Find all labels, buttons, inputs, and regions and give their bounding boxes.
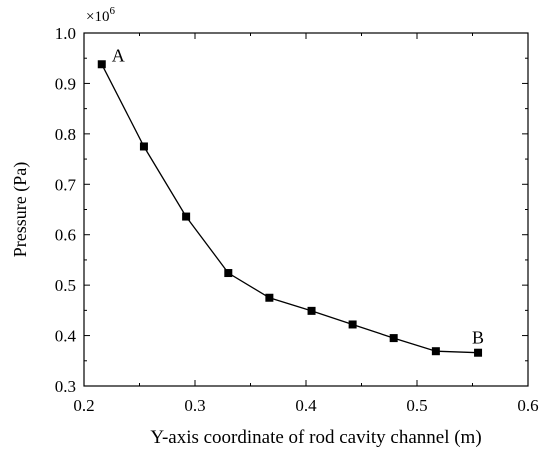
axes-layer (83, 32, 529, 387)
series-layer (97, 60, 483, 357)
data-point-marker (348, 320, 357, 329)
y-tick-label: 0.9 (55, 74, 76, 93)
data-point-marker (431, 347, 440, 356)
data-point-marker (97, 60, 106, 69)
data-point-marker (265, 293, 274, 302)
y-tick-label: 1.0 (55, 24, 76, 43)
y-tick-label: 0.4 (55, 327, 77, 346)
data-point-marker (307, 306, 316, 315)
data-point-marker (224, 269, 233, 278)
point-annotation-a: A (112, 45, 125, 65)
y-tick-label: 0.3 (55, 377, 76, 396)
y-multiplier-label: ×106 (86, 5, 115, 25)
x-tick-label: 0.3 (184, 396, 205, 415)
data-point-marker (139, 142, 148, 151)
y-tick-label: 0.8 (55, 125, 76, 144)
y-tick-label: 0.7 (55, 175, 77, 194)
data-point-marker (182, 212, 191, 221)
data-point-marker (389, 334, 398, 343)
data-point-marker (474, 348, 483, 357)
y-tick-label: 0.6 (55, 226, 76, 245)
y-axis-title: Pressure (Pa) (10, 162, 31, 257)
x-tick-label: 0.6 (517, 396, 538, 415)
x-axis-title: Y-axis coordinate of rod cavity channel … (150, 427, 481, 448)
x-tick-label: 0.4 (295, 396, 317, 415)
x-tick-label: 0.2 (73, 396, 94, 415)
x-tick-label: 0.5 (406, 396, 427, 415)
plot-frame (83, 32, 529, 387)
series-line (101, 64, 479, 354)
label-layer: 0.2 0.3 0.4 0.5 0.60.30.40.50.60.70.80.91.0×… (10, 5, 539, 448)
point-annotation-b: B (472, 328, 484, 348)
y-tick-label: 0.5 (55, 276, 76, 295)
